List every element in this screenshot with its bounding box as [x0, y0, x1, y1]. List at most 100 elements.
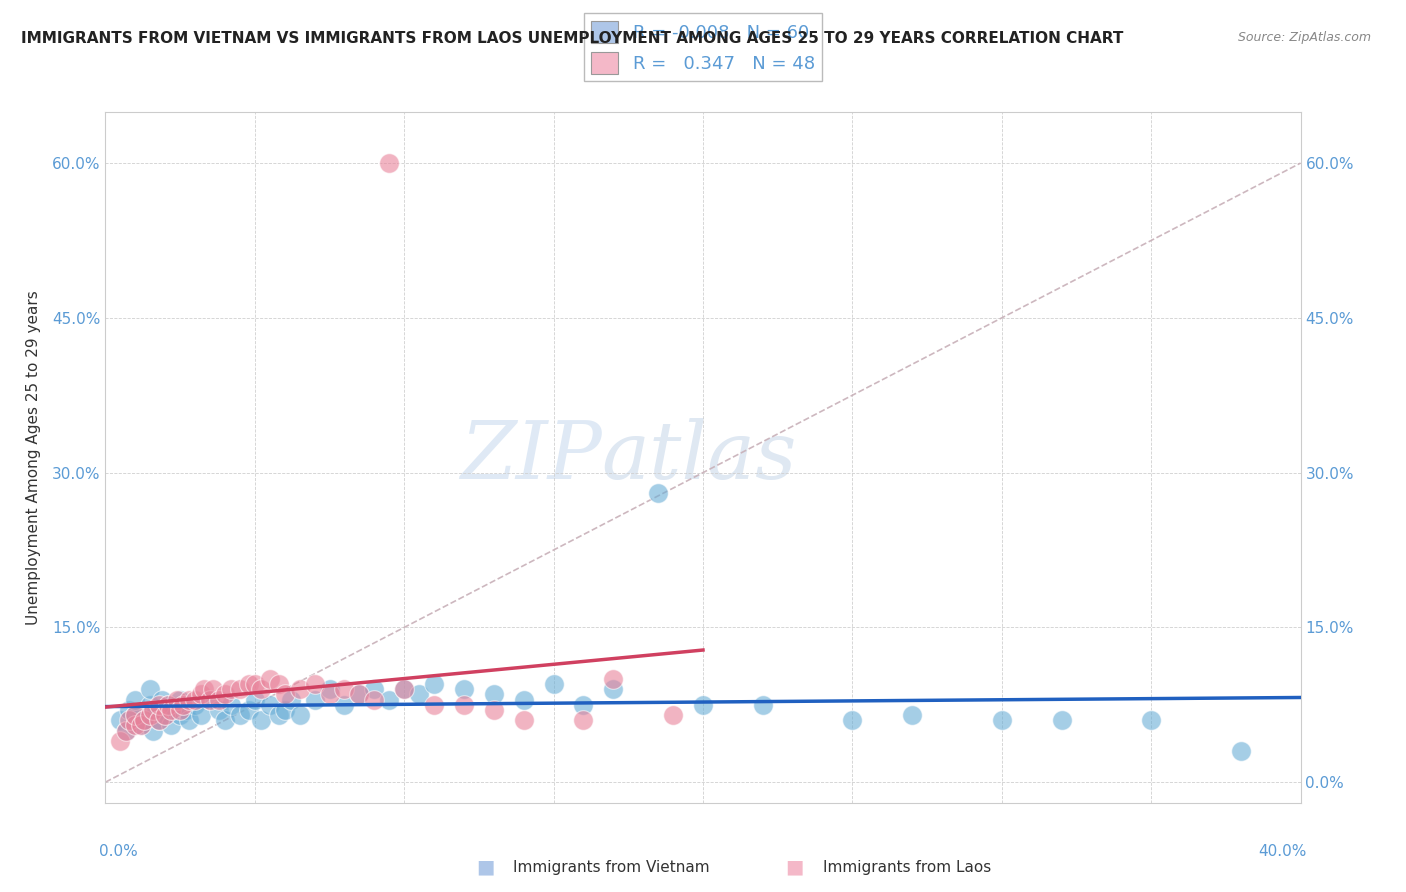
Point	[148, 698, 170, 712]
Point	[363, 682, 385, 697]
Point	[148, 713, 170, 727]
Point	[208, 692, 231, 706]
Point	[1050, 713, 1073, 727]
Point	[482, 703, 505, 717]
Point	[349, 688, 371, 702]
Point	[139, 708, 162, 723]
Point	[172, 698, 194, 712]
Point	[157, 698, 180, 712]
Point	[333, 698, 356, 712]
Text: atlas: atlas	[602, 418, 797, 496]
Point	[304, 677, 326, 691]
Point	[184, 698, 207, 712]
Point	[513, 713, 536, 727]
Point	[202, 682, 225, 697]
Point	[157, 698, 180, 712]
Point	[423, 677, 446, 691]
Point	[288, 708, 311, 723]
Point	[124, 708, 146, 723]
Point	[184, 692, 207, 706]
Text: ■: ■	[785, 857, 804, 877]
Point	[198, 692, 221, 706]
Point	[250, 713, 273, 727]
Point	[160, 703, 183, 717]
Point	[602, 672, 624, 686]
Point	[273, 688, 295, 702]
Point	[198, 692, 221, 706]
Point	[124, 718, 146, 732]
Point	[349, 688, 371, 702]
Point	[193, 682, 215, 697]
Point	[110, 734, 132, 748]
Point	[280, 692, 302, 706]
Point	[572, 698, 595, 712]
Point	[115, 723, 138, 738]
Point	[129, 718, 153, 732]
Legend: R = -0.008   N = 60, R =   0.347   N = 48: R = -0.008 N = 60, R = 0.347 N = 48	[583, 13, 823, 81]
Point	[238, 677, 260, 691]
Point	[169, 692, 191, 706]
Point	[259, 698, 281, 712]
Text: 40.0%: 40.0%	[1258, 844, 1306, 859]
Point	[115, 723, 138, 738]
Point	[378, 692, 401, 706]
Point	[318, 688, 340, 702]
Point	[238, 703, 260, 717]
Point	[150, 692, 173, 706]
Point	[647, 486, 669, 500]
Point	[214, 688, 236, 702]
Point	[208, 703, 231, 717]
Point	[190, 688, 212, 702]
Point	[139, 698, 162, 712]
Point	[169, 703, 191, 717]
Point	[214, 713, 236, 727]
Point	[394, 682, 416, 697]
Point	[841, 713, 863, 727]
Point	[118, 713, 141, 727]
Point	[250, 682, 273, 697]
Point	[129, 718, 153, 732]
Point	[543, 677, 565, 691]
Point	[134, 713, 156, 727]
Point	[1140, 713, 1163, 727]
Point	[259, 672, 281, 686]
Text: 0.0%: 0.0%	[100, 844, 138, 859]
Point	[177, 713, 201, 727]
Point	[243, 677, 266, 691]
Point	[751, 698, 773, 712]
Point	[118, 703, 141, 717]
Point	[124, 692, 146, 706]
Point	[160, 718, 183, 732]
Point	[169, 708, 191, 723]
Point	[177, 692, 201, 706]
Point	[990, 713, 1012, 727]
Point	[394, 682, 416, 697]
Point	[124, 708, 146, 723]
Point	[378, 156, 401, 170]
Point	[148, 713, 170, 727]
Point	[901, 708, 924, 723]
Point	[408, 688, 430, 702]
Point	[363, 692, 385, 706]
Point	[288, 682, 311, 697]
Text: Source: ZipAtlas.com: Source: ZipAtlas.com	[1237, 31, 1371, 45]
Y-axis label: Unemployment Among Ages 25 to 29 years: Unemployment Among Ages 25 to 29 years	[25, 290, 41, 624]
Point	[453, 682, 475, 697]
Point	[267, 708, 290, 723]
Point	[163, 703, 186, 717]
Point	[155, 708, 177, 723]
Point	[453, 698, 475, 712]
Point	[423, 698, 446, 712]
Point	[142, 703, 165, 717]
Point	[219, 698, 242, 712]
Point	[190, 708, 212, 723]
Point	[155, 708, 177, 723]
Point	[110, 713, 132, 727]
Point	[139, 682, 162, 697]
Point	[273, 703, 295, 717]
Point	[219, 682, 242, 697]
Point	[174, 703, 197, 717]
Point	[318, 682, 340, 697]
Point	[513, 692, 536, 706]
Text: Immigrants from Vietnam: Immigrants from Vietnam	[513, 860, 710, 874]
